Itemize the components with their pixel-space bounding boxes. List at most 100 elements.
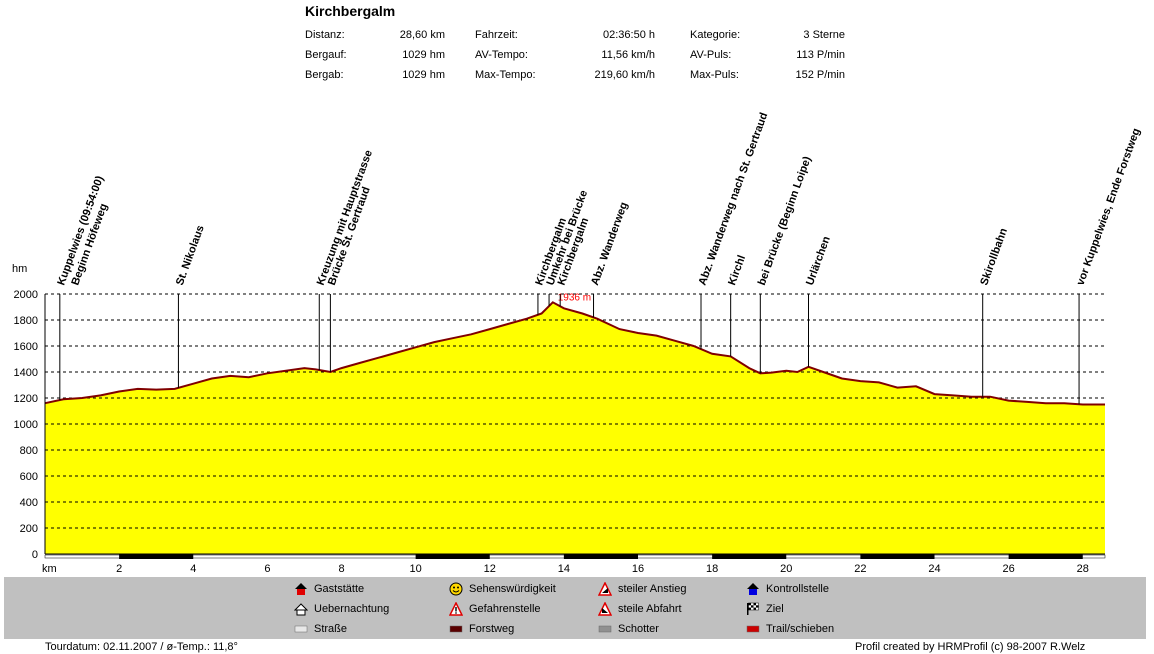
x-tick-label: 12 bbox=[484, 563, 496, 575]
surface-segment bbox=[415, 554, 490, 559]
x-tick-label: 8 bbox=[338, 563, 344, 575]
y-tick-label: 800 bbox=[20, 445, 38, 457]
house-icon bbox=[294, 582, 308, 596]
x-tick-label: 16 bbox=[632, 563, 644, 575]
stat-value: 3 Sterne bbox=[803, 29, 845, 41]
legend-label: Ziel bbox=[766, 603, 784, 615]
house-blue-icon bbox=[746, 582, 760, 596]
footer-credit: Profil created by HRMProfil (c) 98-2007 … bbox=[855, 641, 1086, 653]
stat-value: 113 P/min bbox=[796, 49, 845, 61]
x-tick-label: 22 bbox=[854, 563, 866, 575]
stat-label: Max-Tempo: bbox=[475, 69, 536, 81]
surface-segment bbox=[563, 554, 639, 559]
legend-item: Schotter bbox=[598, 622, 659, 636]
x-tick-label: 10 bbox=[410, 563, 422, 575]
legend-label: Sehenswürdigkeit bbox=[469, 583, 556, 595]
legend-item: Forstweg bbox=[449, 622, 514, 636]
y-tick-label: 600 bbox=[20, 471, 38, 483]
y-tick-label: 1200 bbox=[14, 393, 38, 405]
waypoint-label: vor Kuppelwies, Ende Forstweg bbox=[1075, 127, 1143, 287]
legend-label: Trail/schieben bbox=[766, 623, 835, 635]
y-axis-label: hm bbox=[12, 263, 27, 275]
legend: Gaststätte Sehenswürdigkeit steiler Anstie… bbox=[4, 577, 1146, 639]
x-tick-label: 14 bbox=[558, 563, 570, 575]
stat-label: Bergab: bbox=[305, 69, 344, 81]
warning-up-icon bbox=[598, 582, 612, 596]
waypoint-label: Kreuzung mit Hauptstrasse bbox=[315, 149, 375, 288]
legend-label: Uebernachtung bbox=[314, 603, 390, 615]
y-tick-label: 2000 bbox=[14, 289, 38, 301]
legend-label: Schotter bbox=[618, 623, 659, 635]
legend-label: Kontrollstelle bbox=[766, 583, 829, 595]
waypoint-label: bei Brücke (Beginn Loipe) bbox=[756, 155, 814, 287]
y-tick-label: 400 bbox=[20, 497, 38, 509]
legend-label: Gefahrenstelle bbox=[469, 603, 541, 615]
trail-swatch bbox=[746, 622, 760, 636]
y-tick-label: 200 bbox=[20, 523, 38, 535]
stat-label: Fahrzeit: bbox=[475, 29, 518, 41]
x-axis-label: km bbox=[42, 563, 57, 575]
y-tick-label: 1600 bbox=[14, 341, 38, 353]
surface-segment bbox=[860, 554, 935, 559]
x-tick-label: 26 bbox=[1003, 563, 1015, 575]
x-tick-label: 18 bbox=[706, 563, 718, 575]
legend-label: Gaststätte bbox=[314, 583, 365, 595]
smiley-icon bbox=[449, 582, 463, 596]
stat-label: AV-Puls: bbox=[690, 49, 732, 61]
legend-item: Ziel bbox=[746, 602, 784, 616]
y-tick-label: 1800 bbox=[14, 315, 38, 327]
legend-item: steiler Anstieg bbox=[598, 582, 686, 596]
hut-icon bbox=[294, 602, 308, 616]
legend-label: steiler Anstieg bbox=[618, 583, 687, 595]
waypoint-label: St. Nikolaus bbox=[174, 224, 207, 287]
legend-item: Trail/schieben bbox=[746, 622, 834, 636]
stat-value: 11,56 km/h bbox=[601, 49, 655, 61]
stat-value: 152 P/min bbox=[795, 69, 845, 81]
waypoint-label: Kirchl bbox=[726, 254, 748, 287]
waypoint-label: Abz. Wanderweg bbox=[589, 201, 630, 287]
x-tick-label: 4 bbox=[190, 563, 196, 575]
flag-icon bbox=[746, 602, 760, 616]
y-tick-label: 1400 bbox=[14, 367, 38, 379]
elevation-chart: 0 200 400 600 800 1000 1200 1400 1600 1800 2000 hm 2… bbox=[12, 111, 1143, 575]
stat-value: 219,60 km/h bbox=[594, 69, 655, 81]
stat-label: Distanz: bbox=[305, 29, 345, 41]
stat-label: Bergauf: bbox=[305, 49, 347, 61]
legend-label: steile Abfahrt bbox=[618, 603, 682, 615]
profile-outline bbox=[44, 301, 1105, 406]
x-tick-label: 2 bbox=[116, 563, 122, 575]
warning-down-icon bbox=[598, 602, 612, 616]
waypoint-label: Urlärchen bbox=[804, 234, 833, 287]
y-tick-label: 0 bbox=[32, 549, 38, 561]
x-tick-label: 20 bbox=[780, 563, 792, 575]
stat-value: 1029 hm bbox=[402, 49, 445, 61]
surface-segment bbox=[119, 554, 194, 559]
stat-label: Max-Puls: bbox=[690, 69, 739, 81]
surface-segment bbox=[1008, 554, 1083, 559]
surface-segment bbox=[712, 554, 787, 559]
legend-item: Gefahrenstelle bbox=[449, 602, 541, 616]
stat-label: Kategorie: bbox=[690, 29, 741, 41]
legend-item: Straße bbox=[294, 622, 347, 636]
forest-swatch bbox=[449, 622, 463, 636]
legend-label: Forstweg bbox=[469, 623, 515, 635]
stat-value: 02:36:50 h bbox=[603, 29, 655, 41]
legend-item: steile Abfahrt bbox=[598, 602, 682, 616]
legend-item: Uebernachtung bbox=[294, 602, 389, 616]
stat-value: 28,60 km bbox=[399, 29, 445, 41]
y-tick-label: 1000 bbox=[14, 419, 38, 431]
warning-icon bbox=[449, 602, 463, 616]
legend-item: Gaststätte bbox=[294, 582, 364, 596]
legend-label: Straße bbox=[314, 623, 348, 635]
x-tick-label: 6 bbox=[264, 563, 270, 575]
road-swatch bbox=[294, 622, 308, 636]
max-elevation-label: 1936 m bbox=[558, 292, 591, 303]
x-tick-label: 24 bbox=[928, 563, 940, 575]
legend-item: Sehenswürdigkeit bbox=[449, 582, 556, 596]
profile-area bbox=[45, 302, 1105, 554]
tour-title: Kirchbergalm bbox=[305, 3, 396, 19]
legend-item: Kontrollstelle bbox=[746, 582, 829, 596]
waypoint-label: Skirollbahn bbox=[978, 226, 1010, 287]
gravel-swatch bbox=[598, 622, 612, 636]
stat-value: 1029 hm bbox=[402, 69, 445, 81]
